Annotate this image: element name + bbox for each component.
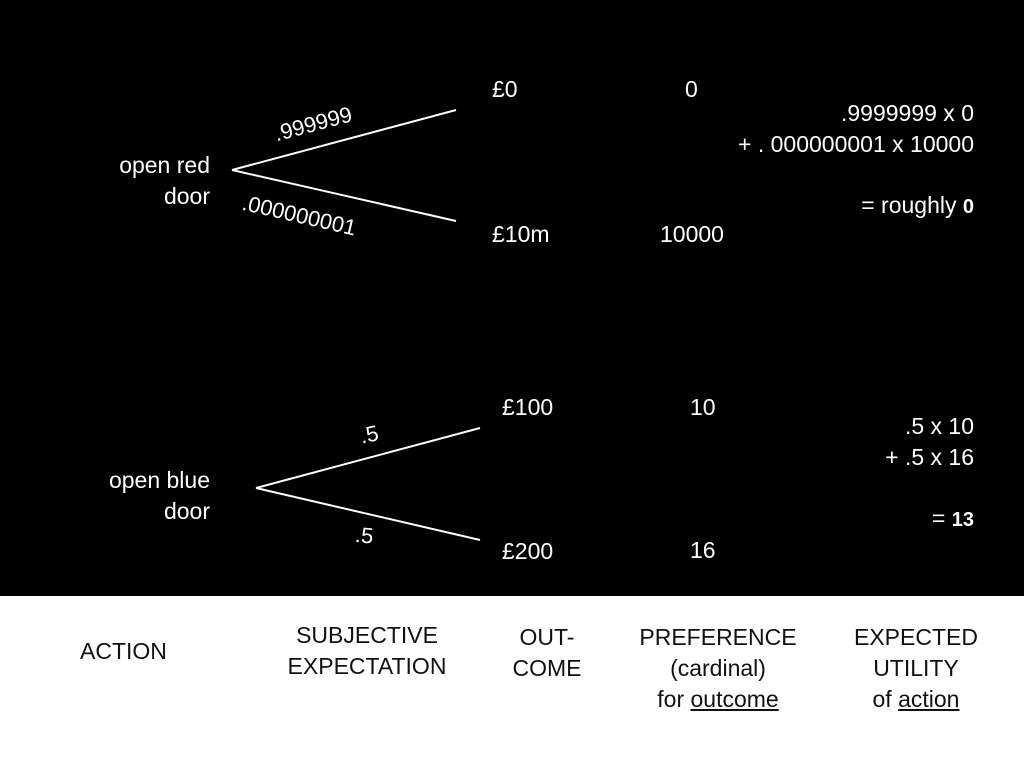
header-preference-for: for: [657, 686, 685, 712]
header-utility: EXPECTED UTILITY of action: [848, 622, 984, 715]
blue-branch-bottom-line: [255, 487, 481, 541]
red-eu-result-prefix: = roughly: [861, 192, 957, 218]
red-pref-top: 0: [685, 76, 698, 102]
red-eu-result: = roughly 0: [738, 190, 974, 223]
header-preference-line1: PREFERENCE: [639, 624, 797, 650]
blue-outcome-top: £100: [502, 394, 554, 420]
red-branch-top-line: [231, 109, 457, 171]
blue-eu-line2: + .5 x 16: [885, 444, 974, 470]
red-outcome-bottom: £10m: [492, 221, 550, 247]
header-action-text: ACTION: [80, 638, 167, 664]
header-outcome-line1: OUT-: [519, 624, 575, 650]
blue-pref-bottom: 16: [690, 537, 716, 563]
red-eu-result-value: 0: [962, 196, 974, 218]
blue-branch-top-line: [255, 427, 481, 489]
blue-action-line2: door: [163, 498, 210, 524]
blue-expected-utility: .5 x 10 + .5 x 16 = 13: [885, 411, 974, 536]
header-outcome: OUT- COME: [506, 622, 588, 684]
red-eu-line1: .9999999 x 0: [840, 100, 974, 126]
header-subjective-line2: EXPECTATION: [287, 653, 447, 679]
header-subjective-line1: SUBJECTIVE: [296, 622, 438, 648]
blue-outcome-bottom: £200: [502, 538, 554, 564]
red-action-line2: door: [163, 183, 210, 209]
header-subjective: SUBJECTIVE EXPECTATION: [279, 620, 455, 682]
header-preference-line3: for outcome: [636, 684, 800, 715]
header-preference-line2: (cardinal): [670, 655, 766, 681]
diagram-panel: [0, 0, 1024, 596]
blue-pref-top: 10: [690, 394, 716, 420]
header-utility-action-word: action: [898, 686, 960, 712]
blue-prob-bottom: .5: [353, 522, 375, 549]
red-outcome-top: £0: [492, 76, 518, 102]
blue-eu-result-prefix: =: [931, 505, 946, 531]
red-action-line1: open red: [119, 152, 210, 178]
header-outcome-line2: COME: [512, 655, 582, 681]
blue-action-line1: open blue: [108, 467, 210, 493]
header-action: ACTION: [80, 636, 167, 667]
blue-eu-line1: .5 x 10: [904, 413, 974, 439]
header-utility-line1: EXPECTED: [854, 624, 978, 650]
blue-action-label: open blue door: [109, 465, 210, 527]
blue-eu-result: = 13: [885, 503, 974, 536]
header-preference-outcome-word: outcome: [690, 686, 779, 712]
decision-tree-lines: [231, 109, 481, 541]
red-pref-bottom: 10000: [660, 221, 724, 247]
header-utility-of: of: [872, 686, 892, 712]
red-expected-utility: .9999999 x 0 + . 000000001 x 10000 = rou…: [738, 98, 974, 223]
red-branch-bottom-line: [231, 169, 457, 222]
header-preference: PREFERENCE (cardinal) for outcome: [636, 622, 800, 715]
header-utility-line3: of action: [848, 684, 984, 715]
header-utility-line2: UTILITY: [873, 655, 959, 681]
red-action-label: open red door: [119, 150, 210, 212]
red-eu-line2: + . 000000001 x 10000: [738, 131, 974, 157]
blue-eu-result-value: 13: [951, 509, 974, 531]
